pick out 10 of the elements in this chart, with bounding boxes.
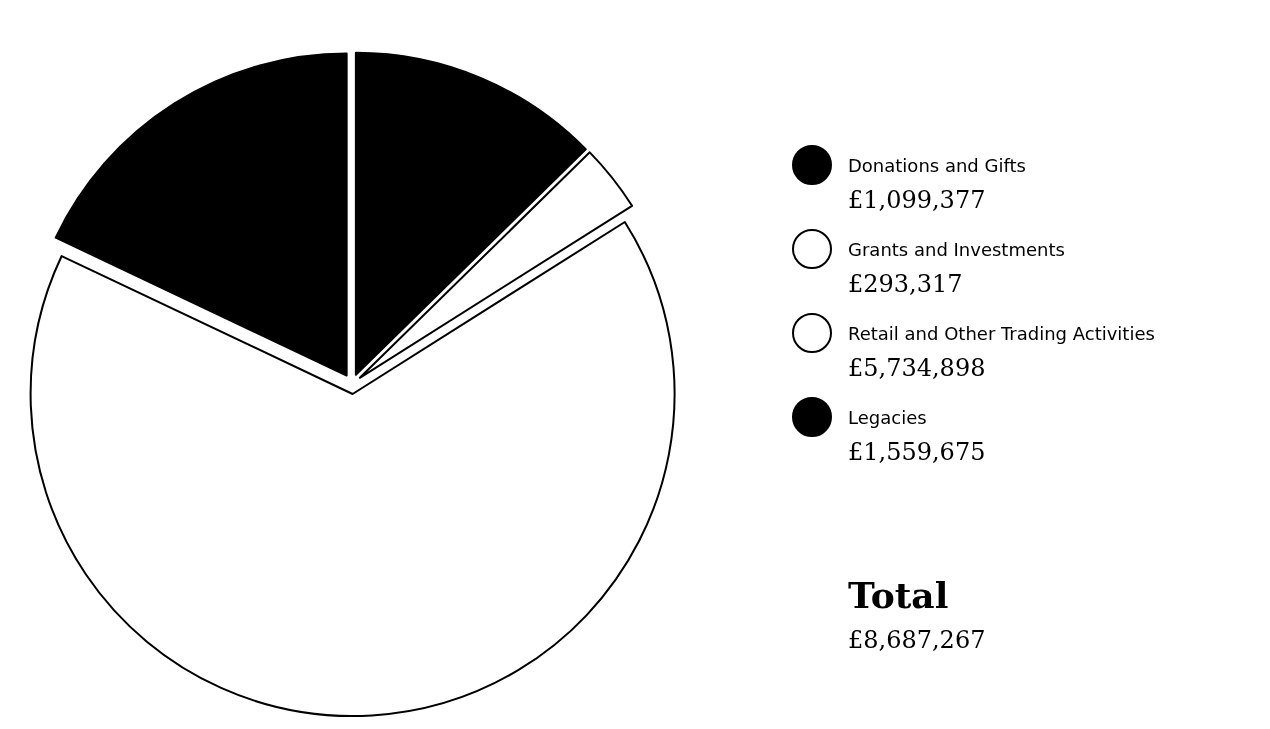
data-label: £293,317 [848, 270, 963, 298]
data-label: £5,734,898 [848, 354, 986, 382]
text: £8,687,267 [848, 626, 986, 654]
text: Total [848, 574, 949, 616]
legend-label: Donations and Gifts [848, 155, 1026, 176]
legend-label: Grants and Investments [848, 239, 1065, 260]
legend-label: Retail and Other Trading Activities [848, 323, 1155, 344]
legend-label: Legacies [848, 407, 927, 428]
data-label: £1,559,675 [848, 438, 986, 466]
data-label: £1,099,377 [848, 186, 986, 214]
